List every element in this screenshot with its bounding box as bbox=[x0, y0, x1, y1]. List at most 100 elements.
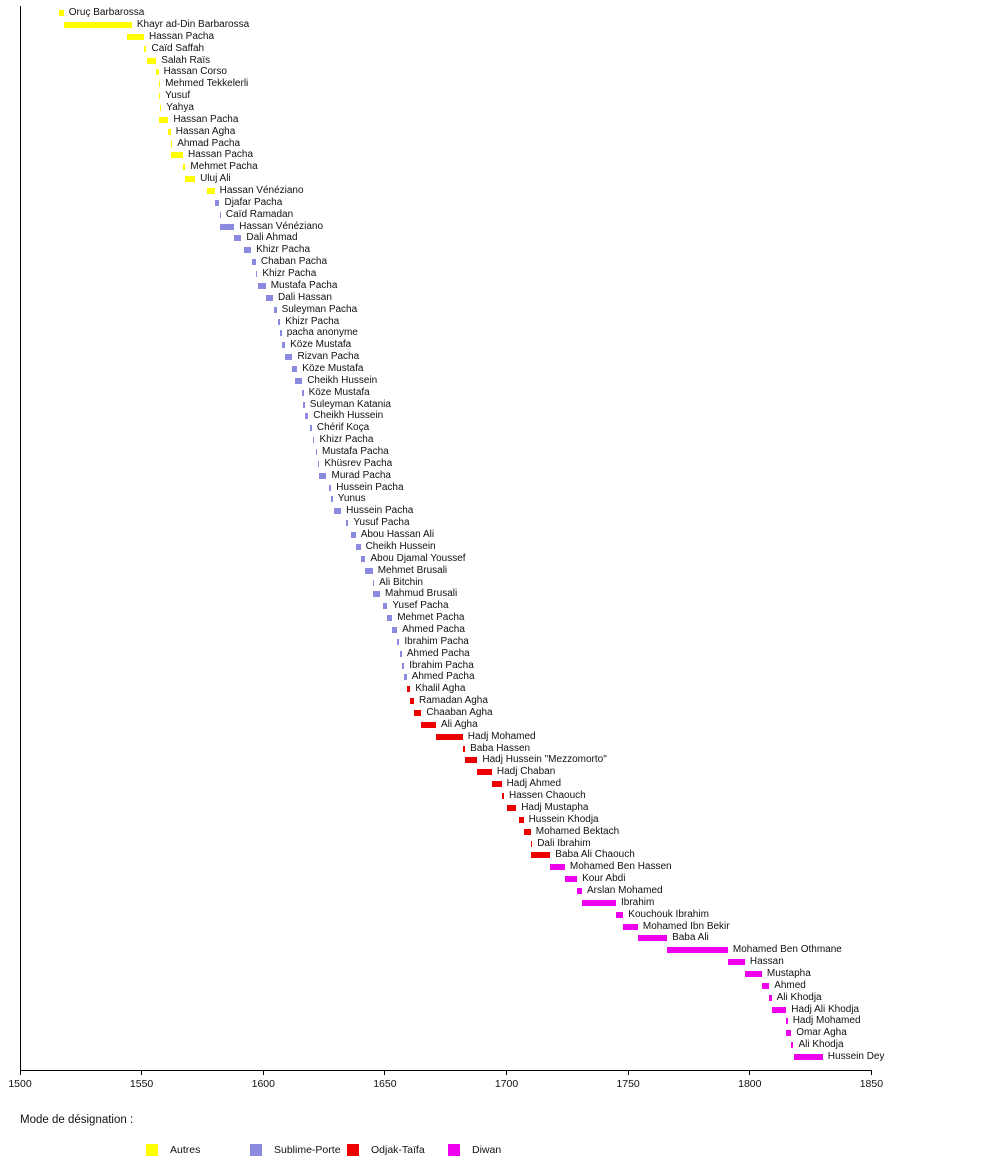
reign-bar bbox=[265, 294, 273, 301]
reign-bar bbox=[577, 887, 582, 894]
ruler-name-label: Baba Hassen bbox=[470, 742, 531, 754]
ruler-name-label: Mustapha bbox=[766, 968, 811, 979]
timeline-row: Khizr Pacha bbox=[313, 435, 373, 446]
reign-bar bbox=[530, 840, 533, 847]
ruler-name-label: Chaaban Agha bbox=[426, 707, 493, 718]
timeline-row: Chaaban Agha bbox=[414, 707, 493, 719]
timeline-row: Khüsrev Pacha bbox=[318, 458, 392, 469]
ruler-name-label: Omar Agha bbox=[796, 1027, 847, 1039]
timeline-row: Ali Khodja bbox=[791, 1040, 844, 1051]
timeline-row: Suleyman Katania bbox=[303, 399, 391, 410]
timeline-row: Ali Agha bbox=[421, 719, 478, 730]
reign-bar bbox=[727, 959, 745, 966]
ruler-name-label: Hassan Agha bbox=[175, 125, 236, 137]
reign-bar bbox=[477, 769, 492, 776]
reign-bar bbox=[793, 1054, 823, 1060]
reign-bar bbox=[234, 235, 242, 242]
reign-bar bbox=[786, 1018, 788, 1025]
timeline-row: Khizr Pacha bbox=[277, 316, 339, 327]
ruler-name-label: Kour Abdi bbox=[582, 873, 626, 885]
timeline-row: Hassan Vénéziano bbox=[219, 221, 323, 232]
reign-bar bbox=[518, 816, 524, 823]
timeline-row: Köze Mustafa bbox=[281, 340, 351, 351]
legend-item-autres: Autres bbox=[146, 1144, 200, 1156]
ruler-name-label: Hassan Pacha bbox=[173, 113, 239, 125]
reign-bar bbox=[382, 603, 388, 610]
timeline-row: Oruç Barbarossa bbox=[58, 7, 145, 19]
ruler-name-label: Ali Khodja bbox=[776, 991, 822, 1003]
ruler-name-label: Ahmed Pacha bbox=[411, 671, 475, 683]
ruler-name-label: Mohamed Ben Hassen bbox=[569, 861, 672, 873]
x-axis-tick bbox=[384, 1070, 386, 1075]
ruler-name-label: Uluj Ali bbox=[200, 173, 231, 185]
ruler-name-label: Mohamed Ben Othmane bbox=[732, 944, 842, 956]
ruler-name-label: Cheikh Hussein bbox=[307, 374, 378, 386]
timeline-row: Mehmet Pacha bbox=[183, 162, 258, 173]
ruler-name-label: Hassan Pacha bbox=[187, 149, 254, 161]
reign-bar bbox=[421, 721, 436, 728]
reign-bar bbox=[315, 449, 317, 455]
ruler-name-label: Caïd Ramadan bbox=[225, 208, 294, 220]
timeline-row: Caïd Ramadan bbox=[219, 208, 294, 220]
reign-bar bbox=[274, 306, 277, 313]
timeline-row: Mohamed Bektach bbox=[523, 826, 619, 837]
timeline-row: Ahmed Pacha bbox=[392, 624, 465, 635]
timeline-row: Hassan Vénéziano bbox=[207, 186, 304, 197]
reign-bar bbox=[302, 389, 304, 396]
ruler-name-label: Baba Ali Chaouch bbox=[555, 849, 635, 861]
legend-item-sublime: Sublime-Porte bbox=[250, 1144, 341, 1156]
timeline-row: Yunus bbox=[331, 494, 366, 505]
timeline-row: Chérif Koça bbox=[309, 423, 369, 434]
ruler-name-label: Dali Ahmad bbox=[246, 232, 298, 244]
timeline-row: Hassan Pacha bbox=[127, 31, 214, 42]
reign-bar bbox=[616, 911, 624, 918]
x-axis-tick bbox=[870, 1070, 872, 1075]
reign-bar bbox=[365, 567, 373, 574]
ruler-name-label: Mustafa Pacha bbox=[321, 446, 389, 457]
ruler-name-label: Hadj Ahmed bbox=[506, 778, 562, 790]
reign-bar bbox=[530, 852, 551, 859]
timeline-row: Dali Ahmad bbox=[234, 232, 298, 244]
ruler-name-label: Yusuf bbox=[165, 90, 191, 101]
legend-item-label: Autres bbox=[170, 1144, 201, 1156]
reign-bar bbox=[414, 710, 422, 716]
timeline-row: Murad Pacha bbox=[319, 470, 391, 481]
timeline-row: Ibrahim bbox=[581, 896, 655, 908]
timeline-row: Köze Mustafa bbox=[292, 363, 363, 374]
ruler-name-label: Ahmad Pacha bbox=[177, 137, 241, 149]
ruler-name-label: Chaban Pacha bbox=[260, 256, 328, 268]
ruler-name-label: Mahmud Brusali bbox=[384, 588, 458, 600]
ruler-name-label: Hassan Corso bbox=[163, 66, 227, 78]
ruler-name-label: pacha anonyme bbox=[286, 327, 358, 339]
reign-bar bbox=[146, 57, 157, 64]
reign-bar bbox=[506, 804, 517, 811]
ruler-name-label: Djafar Pacha bbox=[224, 196, 283, 208]
reign-bar bbox=[243, 247, 252, 254]
reign-bar bbox=[127, 33, 144, 40]
timeline-row: Mustapha bbox=[744, 968, 811, 980]
timeline-row: Hadj Mustapha bbox=[506, 802, 588, 813]
reign-bar bbox=[401, 662, 405, 669]
ruler-name-label: Mehmet Pacha bbox=[190, 161, 258, 173]
reign-bar bbox=[465, 757, 478, 764]
ruler-name-label: Caïd Saffah bbox=[151, 42, 205, 54]
reign-bar bbox=[292, 365, 298, 372]
reign-bar bbox=[410, 698, 414, 705]
timeline-row: Khayr ad-Din Barbarossa bbox=[63, 19, 249, 30]
reign-bar bbox=[63, 21, 132, 28]
ruler-name-label: Mehmet Brusali bbox=[377, 564, 448, 576]
ruler-name-label: Murad Pacha bbox=[331, 469, 391, 481]
timeline-row: Khizr Pacha bbox=[243, 245, 310, 256]
ruler-name-label: Hadj Mohamed bbox=[467, 730, 536, 742]
reign-bar bbox=[399, 650, 402, 657]
reign-bar bbox=[207, 188, 215, 194]
reign-bar bbox=[491, 781, 502, 788]
timeline-row: Mohamed Ben Hassen bbox=[550, 861, 672, 873]
ruler-name-label: Oruç Barbarossa bbox=[68, 7, 145, 18]
ruler-name-label: Ibrahim bbox=[620, 896, 655, 908]
reign-bar bbox=[313, 437, 315, 444]
reign-bar bbox=[786, 1030, 792, 1037]
timeline-row: Cheikh Hussein bbox=[294, 374, 378, 386]
x-axis-tick-label: 1500 bbox=[8, 1078, 32, 1090]
reign-bar bbox=[170, 152, 183, 159]
